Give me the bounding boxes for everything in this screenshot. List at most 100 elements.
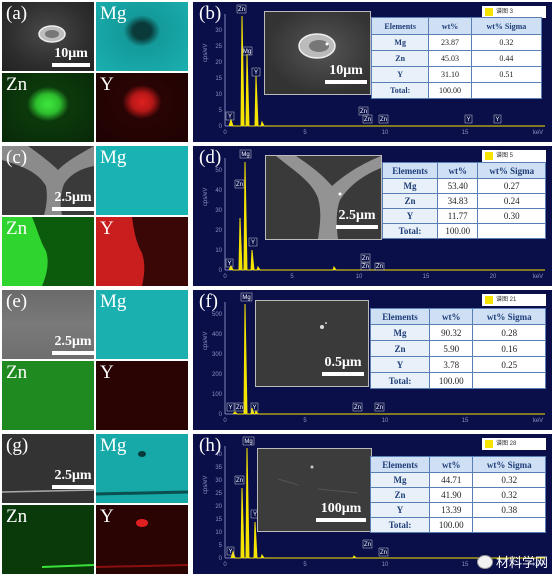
x-axis-label: keV bbox=[533, 274, 543, 280]
element-label: Zn bbox=[6, 362, 28, 383]
x-tick: 15 bbox=[462, 418, 469, 424]
y-tick: 35 bbox=[215, 465, 222, 471]
table-cell: Total: bbox=[370, 82, 430, 99]
legend-swatch bbox=[485, 152, 493, 160]
peak-label: Mg bbox=[243, 49, 251, 55]
peak-label: Zn bbox=[380, 117, 387, 123]
table-cell: 0.44 bbox=[470, 50, 543, 67]
y-tick: 40 bbox=[215, 188, 222, 194]
table-cell: 3.78 bbox=[429, 356, 474, 373]
table-cell bbox=[477, 223, 546, 239]
table-cell: 53.40 bbox=[436, 178, 479, 194]
y-distribution-icon bbox=[96, 519, 188, 568]
y-tick: 50 bbox=[215, 168, 222, 174]
scale-bar-text: 2.5μm bbox=[54, 334, 92, 349]
scale-bar-text: 0.5μm bbox=[324, 355, 362, 370]
eds-maps-2: (c) 2.5μm Mg Zn Y bbox=[2, 146, 188, 286]
scale-bar: 2.5μm bbox=[52, 190, 94, 211]
zn-map: Zn bbox=[2, 361, 94, 430]
element-label: Mg bbox=[100, 3, 127, 24]
eds-maps-3: (e) 2.5μm Mg Zn Y bbox=[2, 290, 188, 430]
eds-spectrum-3: cps/eV 0 100 200 300 400 500 0 5 10 15 k… bbox=[193, 290, 552, 430]
sem-inset: 100μm bbox=[257, 448, 372, 532]
peak-label: Y bbox=[253, 512, 257, 518]
table-cell: Mg bbox=[369, 324, 431, 341]
table-cell: 45.03 bbox=[428, 50, 472, 67]
element-label: Mg bbox=[100, 147, 127, 168]
panel-label: (a) bbox=[6, 3, 28, 24]
x-tick: 15 bbox=[423, 274, 430, 280]
scale-bar-text: 100μm bbox=[320, 501, 362, 516]
x-axis-label: keV bbox=[533, 418, 543, 424]
scale-bar: 10μm bbox=[52, 46, 90, 67]
element-label: Zn bbox=[6, 74, 28, 95]
particle-shape-icon bbox=[38, 25, 66, 43]
peak-label: Zn bbox=[238, 7, 245, 13]
mg-distribution-icon bbox=[96, 451, 188, 496]
table-header: Elements bbox=[370, 17, 430, 35]
table-cell: Y bbox=[370, 66, 430, 83]
peak-label: Y bbox=[495, 117, 499, 123]
panel-label: (g) bbox=[6, 435, 29, 456]
peak-label: Zn bbox=[380, 550, 387, 556]
y-tick: 200 bbox=[212, 372, 223, 378]
table-cell: Zn bbox=[382, 193, 438, 209]
y-tick: 500 bbox=[212, 312, 223, 318]
y-tick: 5 bbox=[219, 543, 223, 549]
scale-bar: 100μm bbox=[316, 501, 366, 522]
table-cell: 0.24 bbox=[477, 193, 546, 209]
table-cell: 13.39 bbox=[429, 502, 474, 518]
particle-shape-icon bbox=[277, 465, 359, 494]
sem-image: (a) 10μm bbox=[2, 2, 94, 71]
scale-bar: 2.5μm bbox=[336, 208, 378, 229]
table-header: Elements bbox=[369, 308, 431, 325]
table-cell bbox=[472, 517, 546, 533]
table-cell: Y bbox=[369, 502, 431, 518]
legend-text: 谱图 5 bbox=[496, 153, 514, 159]
y-tick: 30 bbox=[215, 28, 222, 34]
peak-label: Y bbox=[228, 114, 232, 120]
table-cell: Mg bbox=[382, 178, 438, 194]
spectrum-plot: cps/eV 0 5 10 15 20 25 30 0 5 10 15 keV … bbox=[203, 4, 545, 136]
sem-image: (e) 2.5μm bbox=[2, 290, 94, 359]
y-axis-label: cps/eV bbox=[203, 44, 209, 62]
legend-text: 谱图 28 bbox=[496, 441, 517, 447]
peak-label: Zn bbox=[360, 109, 367, 115]
sem-image: (g) 2.5μm bbox=[2, 434, 94, 503]
x-tick: 5 bbox=[303, 418, 307, 424]
y-tick: 15 bbox=[215, 517, 222, 523]
legend-swatch bbox=[485, 440, 493, 448]
y-tick: 40 bbox=[215, 452, 222, 458]
table-cell: 5.90 bbox=[429, 340, 474, 357]
eds-spectrum-4: cps/eV 0 5 10 15 20 25 30 35 40 0 5 10 1… bbox=[193, 434, 552, 574]
spectrum-plot: cps/eV 0 100 200 300 400 500 0 5 10 15 k… bbox=[203, 292, 545, 424]
peak-label: Zn bbox=[236, 182, 243, 188]
y-tick: 5 bbox=[219, 108, 223, 114]
peak-label: Y bbox=[251, 240, 255, 246]
element-label: Zn bbox=[6, 506, 28, 527]
composition-table: Elements wt% wt% Sigma Mg 53.40 0.27 Zn 34.83… bbox=[382, 162, 546, 239]
table-header: wt% bbox=[428, 17, 472, 35]
element-label: Y bbox=[100, 506, 114, 527]
y-tick: 0 bbox=[219, 412, 223, 418]
peak-label: Zn bbox=[236, 478, 243, 484]
scale-bar: 10μm bbox=[325, 63, 367, 84]
y-tick: 20 bbox=[215, 504, 222, 510]
scale-bar-text: 2.5μm bbox=[338, 208, 376, 223]
y-tick: 30 bbox=[215, 208, 222, 214]
table-header: wt% bbox=[436, 162, 479, 179]
x-tick: 15 bbox=[462, 130, 469, 136]
table-cell: 0.27 bbox=[477, 178, 546, 194]
table-cell: 0.30 bbox=[477, 208, 546, 224]
scale-bar-text: 10μm bbox=[54, 46, 88, 61]
table-header: wt% Sigma bbox=[472, 308, 546, 325]
element-label: Y bbox=[100, 74, 114, 95]
x-tick: 0 bbox=[223, 418, 227, 424]
composition-table: Elements wt% wt% Sigma Mg 23.87 0.32 Zn 45.03… bbox=[370, 17, 543, 99]
y-map: Y bbox=[96, 361, 188, 430]
x-tick: 0 bbox=[223, 130, 227, 136]
table-cell: Mg bbox=[370, 34, 430, 51]
x-axis-label: keV bbox=[533, 130, 543, 136]
y-tick: 10 bbox=[215, 92, 222, 98]
table-cell: 34.83 bbox=[436, 193, 479, 209]
